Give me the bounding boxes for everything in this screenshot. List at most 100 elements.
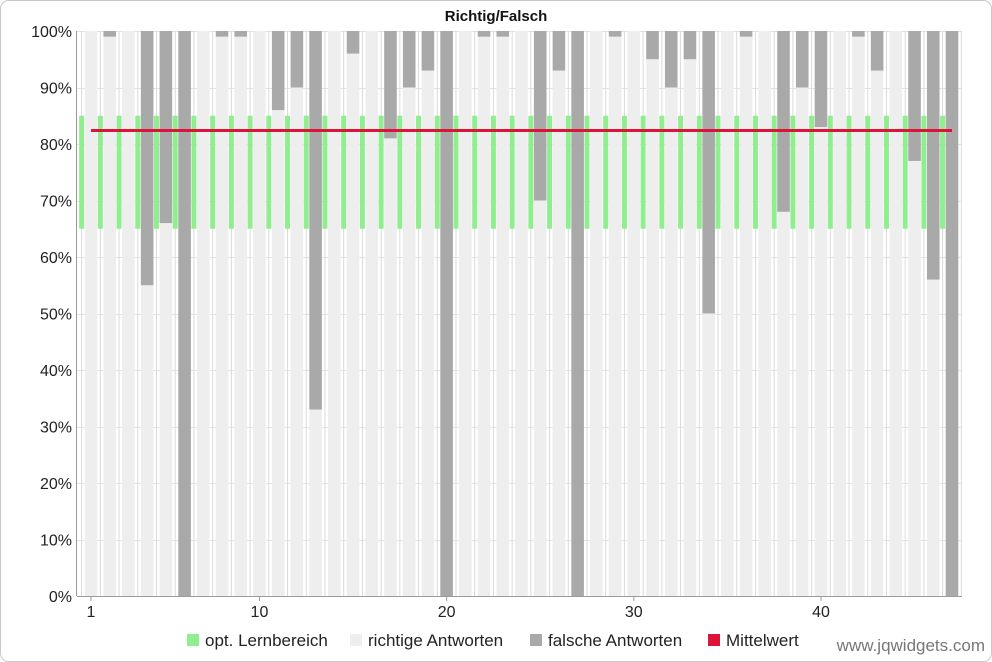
bar-opt-lernbereich (827, 115, 833, 229)
answer-bars (84, 31, 959, 597)
bar-opt-lernbereich (416, 115, 422, 229)
bar-opt-lernbereich (191, 115, 197, 229)
bar-opt-lernbereich (397, 115, 403, 229)
y-tick-label: 30% (40, 420, 72, 437)
bar-opt-lernbereich (210, 115, 216, 229)
bar-richtige-antworten (496, 36, 510, 596)
y-tick-label: 100% (31, 24, 72, 41)
bar-richtige-antworten (664, 87, 678, 596)
bar-opt-lernbereich (228, 115, 234, 229)
bar-opt-lernbereich (678, 115, 684, 229)
bar-richtige-antworten (402, 87, 416, 596)
bar-richtige-antworten (646, 59, 659, 596)
bar-opt-lernbereich (715, 115, 721, 229)
bar-opt-lernbereich (565, 115, 571, 229)
y-tick-label: 60% (40, 250, 72, 267)
bar-richtige-antworten (908, 160, 921, 596)
bar-richtige-antworten (271, 110, 285, 596)
bar-falsche-antworten (608, 31, 622, 37)
x-tick-label: 10 (251, 604, 269, 621)
bar-falsche-antworten (159, 31, 173, 224)
bar-richtige-antworten (533, 200, 547, 596)
bar-richtige-antworten (477, 36, 491, 596)
bar-falsche-antworten (402, 31, 416, 88)
legend-label-richtige-antworten: richtige Antworten (368, 631, 503, 650)
bar-richtige-antworten (758, 31, 772, 596)
bar-richtige-antworten (608, 36, 622, 596)
bar-richtige-antworten (627, 31, 641, 596)
bar-falsche-antworten (852, 31, 865, 37)
bar-richtige-antworten (833, 31, 846, 596)
legend-label-mittelwert: Mittelwert (726, 631, 799, 650)
bar-opt-lernbereich (135, 115, 141, 229)
bar-falsche-antworten (421, 31, 435, 71)
bar-richtige-antworten (197, 31, 210, 596)
y-tick-label: 0% (49, 589, 72, 606)
y-tick-label: 10% (40, 533, 72, 550)
legend-swatch-richtige-antworten (350, 634, 362, 646)
opt-lernbereich-series (79, 115, 946, 229)
bar-falsche-antworten (496, 31, 510, 37)
bar-richtige-antworten (346, 53, 360, 597)
y-tick-label: 70% (40, 194, 72, 211)
bar-falsche-antworten (795, 31, 809, 88)
y-tick-label: 50% (40, 307, 72, 324)
bar-opt-lernbereich (640, 115, 646, 229)
bar-opt-lernbereich (883, 115, 889, 229)
legend-swatch-falsche-antworten (530, 634, 542, 646)
bar-opt-lernbereich (453, 115, 459, 229)
bar-richtige-antworten (122, 31, 135, 596)
bar-falsche-antworten (346, 31, 360, 54)
bar-richtige-antworten (215, 36, 229, 596)
bar-richtige-antworten (459, 31, 472, 596)
y-tick-label: 80% (40, 137, 72, 154)
bar-falsche-antworten (664, 31, 678, 88)
bar-richtige-antworten (739, 36, 753, 596)
bar-falsche-antworten (384, 31, 397, 139)
bar-falsche-antworten (103, 31, 117, 37)
bar-falsche-antworten (646, 31, 659, 60)
legend-label-falsche-antworten: falsche Antworten (548, 631, 682, 650)
bar-richtige-antworten (253, 31, 266, 596)
legend-item-falsche-antworten[interactable]: falsche Antworten (530, 631, 682, 650)
legend-swatch-mittelwert (708, 634, 720, 646)
x-tick-label: 30 (625, 604, 643, 621)
bar-richtige-antworten (84, 31, 98, 596)
y-tick-label: 20% (40, 476, 72, 493)
bar-opt-lernbereich (341, 115, 347, 229)
legend-item-opt-lernbereich[interactable]: opt. Lernbereich (187, 631, 328, 650)
bar-richtige-antworten (328, 31, 341, 596)
legend-item-richtige-antworten[interactable]: richtige Antworten (350, 631, 503, 650)
bar-richtige-antworten (290, 87, 304, 596)
bar-richtige-antworten (234, 36, 248, 596)
bar-falsche-antworten (440, 31, 453, 596)
bar-falsche-antworten (215, 31, 229, 37)
bar-opt-lernbereich (921, 115, 927, 229)
x-tick-label: 40 (812, 604, 830, 621)
bar-opt-lernbereich (472, 115, 478, 229)
bar-opt-lernbereich (659, 115, 665, 229)
bar-falsche-antworten (271, 31, 285, 111)
bar-opt-lernbereich (584, 115, 590, 229)
legend: opt. Lernbereich richtige Antworten fals… (187, 631, 799, 650)
bar-opt-lernbereich (378, 115, 384, 229)
bar-opt-lernbereich (696, 115, 702, 229)
bar-richtige-antworten (777, 211, 790, 597)
bar-opt-lernbereich (303, 115, 309, 229)
bar-falsche-antworten (908, 31, 921, 161)
bar-richtige-antworten (814, 127, 828, 597)
bar-falsche-antworten (702, 31, 715, 314)
legend-item-mittelwert[interactable]: Mittelwert (708, 631, 799, 650)
bar-falsche-antworten (739, 31, 753, 37)
bar-opt-lernbereich (528, 115, 534, 229)
bar-richtige-antworten (159, 223, 173, 596)
bar-richtige-antworten (870, 70, 884, 597)
bar-richtige-antworten (683, 59, 697, 596)
bar-falsche-antworten (178, 31, 191, 596)
bar-opt-lernbereich (621, 115, 627, 229)
y-tick-label: 40% (40, 363, 72, 380)
bar-falsche-antworten (533, 31, 547, 201)
bar-opt-lernbereich (902, 115, 908, 229)
bar-richtige-antworten (590, 31, 603, 596)
bar-richtige-antworten (421, 70, 435, 597)
